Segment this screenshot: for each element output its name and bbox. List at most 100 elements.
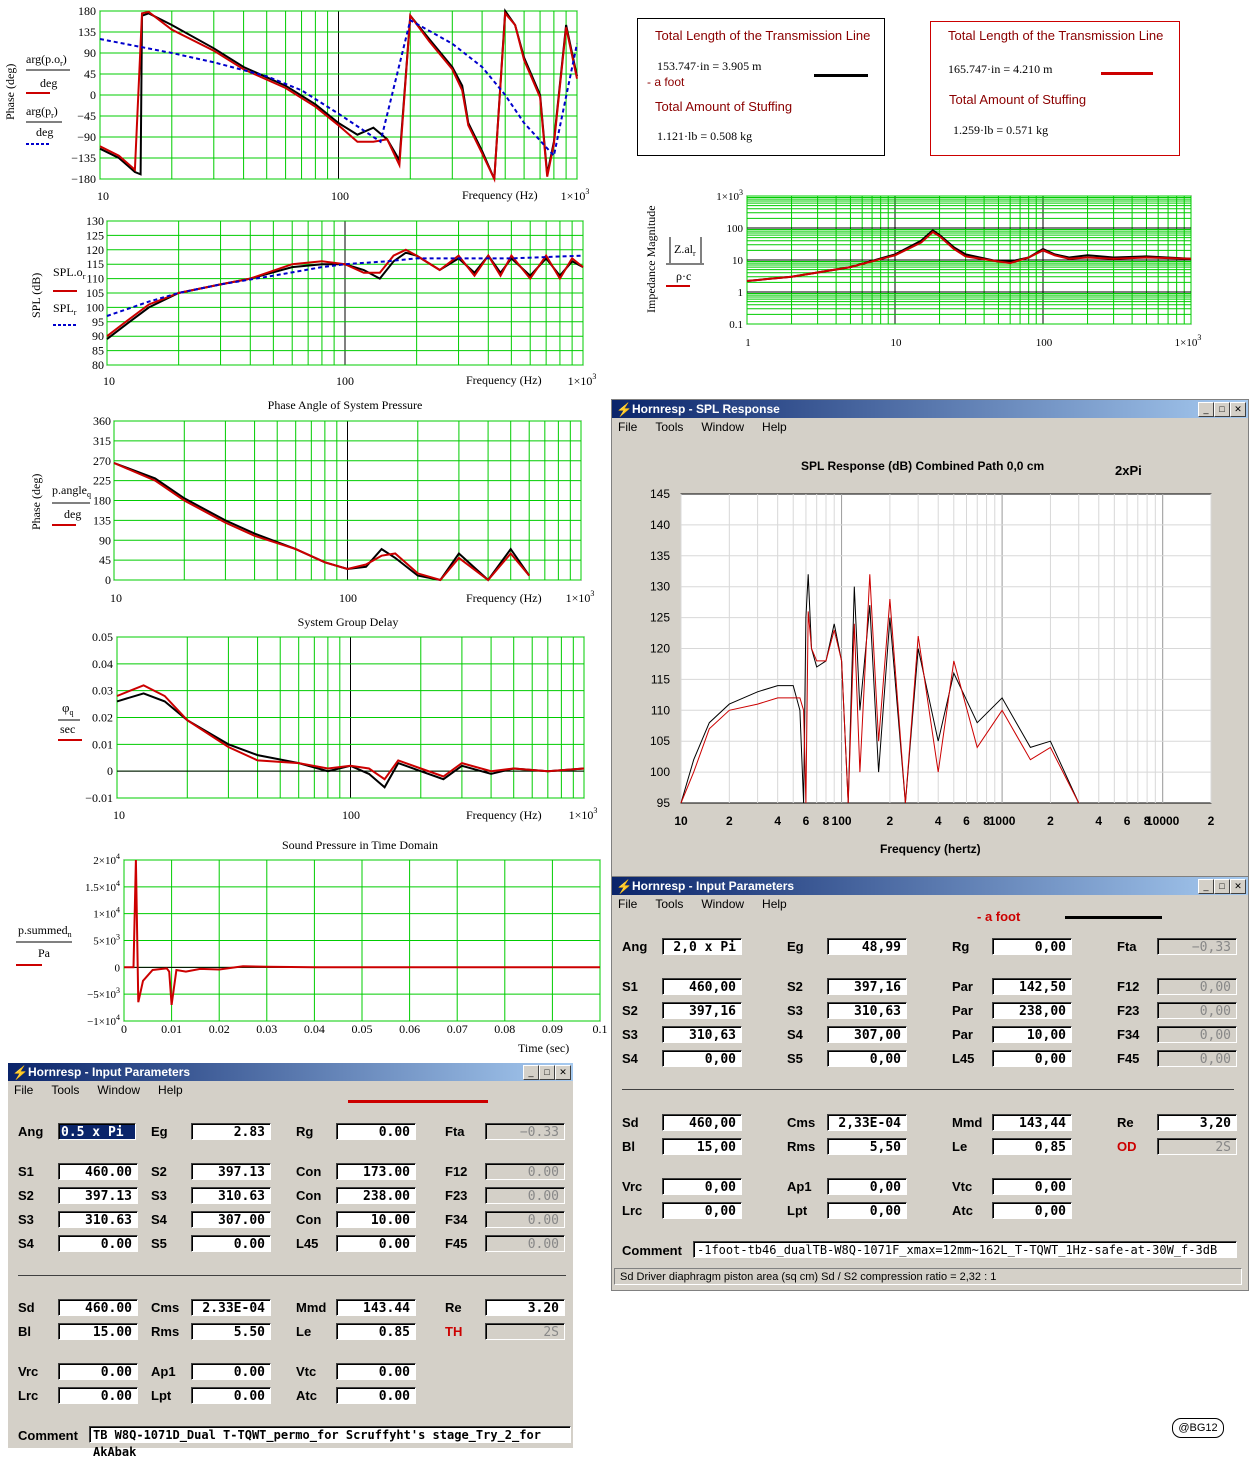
param-field-f23[interactable]: 0.00 xyxy=(485,1187,565,1204)
param-field-s1[interactable]: 460.00 xyxy=(58,1163,138,1180)
x-tick-label: 1 xyxy=(745,337,751,349)
minimize-button[interactable]: _ xyxy=(1198,879,1214,894)
param-field-lrc[interactable]: 0.00 xyxy=(58,1387,138,1404)
param-field-f12[interactable]: 0,00 xyxy=(1157,978,1237,995)
param-field-vtc[interactable]: 0,00 xyxy=(992,1178,1072,1195)
menu-file[interactable]: File xyxy=(618,420,638,434)
menu-tools[interactable]: Tools xyxy=(655,897,684,911)
param-field-ang[interactable]: 0.5 x Pi xyxy=(58,1123,136,1140)
param-field-s3[interactable]: 310,63 xyxy=(827,1002,907,1019)
close-button[interactable]: ✕ xyxy=(1230,402,1246,417)
param-field-od[interactable]: 2S xyxy=(1157,1138,1237,1155)
param-field-mmd[interactable]: 143,44 xyxy=(992,1114,1072,1131)
param-field-s4[interactable]: 0.00 xyxy=(58,1235,138,1252)
param-field-rms[interactable]: 5.50 xyxy=(191,1323,271,1340)
param-field-s2[interactable]: 397,16 xyxy=(827,978,907,995)
param-field-rg[interactable]: 0,00 xyxy=(992,938,1072,955)
param-field-rms[interactable]: 5,50 xyxy=(827,1138,907,1155)
menu-tools[interactable]: Tools xyxy=(51,1083,80,1097)
menu-tools[interactable]: Tools xyxy=(655,420,684,434)
menu-file[interactable]: File xyxy=(14,1083,34,1097)
close-button[interactable]: ✕ xyxy=(555,1065,571,1080)
param-field-s3[interactable]: 310.63 xyxy=(58,1211,138,1228)
param-field-con[interactable]: 238.00 xyxy=(336,1187,416,1204)
param-field-fta[interactable]: −0,33 xyxy=(1157,938,1237,955)
param-field-eg[interactable]: 48,99 xyxy=(827,938,907,955)
param-field-cms[interactable]: 2.33E-04 xyxy=(191,1299,271,1316)
x-tick-exp: 3 xyxy=(592,372,596,381)
menu-file[interactable]: File xyxy=(618,897,638,911)
param-field-bl[interactable]: 15.00 xyxy=(58,1323,138,1340)
menu-help[interactable]: Help xyxy=(158,1083,183,1097)
y-tick-label: 90 xyxy=(84,46,96,60)
menu-window[interactable]: Window xyxy=(701,420,745,434)
param-field-fta[interactable]: −0.33 xyxy=(485,1123,565,1140)
param-field-eg[interactable]: 2.83 xyxy=(191,1123,271,1140)
close-button[interactable]: ✕ xyxy=(1230,879,1246,894)
menu-window[interactable]: Window xyxy=(97,1083,141,1097)
param-field-le[interactable]: 0.85 xyxy=(336,1323,416,1340)
param-field-vtc[interactable]: 0.00 xyxy=(336,1363,416,1380)
param-field-par[interactable]: 142,50 xyxy=(992,978,1072,995)
param-field-ap1[interactable]: 0,00 xyxy=(827,1178,907,1195)
x-tick-label: 0.09 xyxy=(542,1022,563,1036)
param-field-lpt[interactable]: 0,00 xyxy=(827,1202,907,1219)
param-field-l45[interactable]: 0,00 xyxy=(992,1050,1072,1067)
param-field-sd[interactable]: 460.00 xyxy=(58,1299,138,1316)
menu-help[interactable]: Help xyxy=(762,897,787,911)
x-tick-label: 0.08 xyxy=(494,1022,515,1036)
param-field-s4[interactable]: 307,00 xyxy=(827,1026,907,1043)
param-field-f45[interactable]: 0.00 xyxy=(485,1235,565,1252)
comment-field[interactable]: TB W8Q-1071D_Dual T-TQWT_permo_for Scruf… xyxy=(89,1426,571,1459)
param-field-f23[interactable]: 0,00 xyxy=(1157,1002,1237,1019)
param-field-f12[interactable]: 0.00 xyxy=(485,1163,565,1180)
param-field-lrc[interactable]: 0,00 xyxy=(662,1202,742,1219)
param-field-par[interactable]: 10,00 xyxy=(992,1026,1072,1043)
param-field-con[interactable]: 10.00 xyxy=(336,1211,416,1228)
param-field-l45[interactable]: 0.00 xyxy=(336,1235,416,1252)
param-field-ap1[interactable]: 0.00 xyxy=(191,1363,271,1380)
param-field-mmd[interactable]: 143.44 xyxy=(336,1299,416,1316)
param-field-con[interactable]: 173.00 xyxy=(336,1163,416,1180)
param-label-con: Con xyxy=(296,1188,322,1203)
param-field-lpt[interactable]: 0.00 xyxy=(191,1387,271,1404)
param-field-ang[interactable]: 2,0 x Pi xyxy=(662,938,742,955)
param-label-bl: Bl xyxy=(622,1139,635,1154)
param-field-atc[interactable]: 0.00 xyxy=(336,1387,416,1404)
param-field-f34[interactable]: 0,00 xyxy=(1157,1026,1237,1043)
param-field-vrc[interactable]: 0,00 xyxy=(662,1178,742,1195)
minimize-button[interactable]: _ xyxy=(1198,402,1214,417)
param-field-s5[interactable]: 0,00 xyxy=(827,1050,907,1067)
maximize-button[interactable]: □ xyxy=(539,1065,555,1080)
param-field-s3[interactable]: 310.63 xyxy=(191,1187,271,1204)
param-field-s2[interactable]: 397.13 xyxy=(191,1163,271,1180)
param-field-s2[interactable]: 397,16 xyxy=(662,1002,742,1019)
param-field-s5[interactable]: 0.00 xyxy=(191,1235,271,1252)
param-field-sd[interactable]: 460,00 xyxy=(662,1114,742,1131)
param-field-s2[interactable]: 397.13 xyxy=(58,1187,138,1204)
param-field-le[interactable]: 0,85 xyxy=(992,1138,1072,1155)
param-field-s1[interactable]: 460,00 xyxy=(662,978,742,995)
param-field-re[interactable]: 3.20 xyxy=(485,1299,565,1316)
param-field-cms[interactable]: 2,33E-04 xyxy=(827,1114,907,1131)
param-label-s2: S2 xyxy=(622,1003,638,1018)
info1-note: - a foot xyxy=(647,75,685,89)
param-field-par[interactable]: 238,00 xyxy=(992,1002,1072,1019)
param-field-s3[interactable]: 310,63 xyxy=(662,1026,742,1043)
param-field-atc[interactable]: 0,00 xyxy=(992,1202,1072,1219)
param-field-bl[interactable]: 15,00 xyxy=(662,1138,742,1155)
param-field-f45[interactable]: 0,00 xyxy=(1157,1050,1237,1067)
comment-field[interactable]: -1foot-tb46_dualTB-W8Q-1071F_xmax=12mm~1… xyxy=(693,1241,1237,1258)
menu-window[interactable]: Window xyxy=(701,897,745,911)
minimize-button[interactable]: _ xyxy=(523,1065,539,1080)
param-field-s4[interactable]: 307.00 xyxy=(191,1211,271,1228)
maximize-button[interactable]: □ xyxy=(1214,879,1230,894)
param-field-vrc[interactable]: 0.00 xyxy=(58,1363,138,1380)
menu-help[interactable]: Help xyxy=(762,420,787,434)
param-field-rg[interactable]: 0.00 xyxy=(336,1123,416,1140)
maximize-button[interactable]: □ xyxy=(1214,402,1230,417)
param-field-s4[interactable]: 0,00 xyxy=(662,1050,742,1067)
param-field-th[interactable]: 2S xyxy=(485,1323,565,1340)
param-field-f34[interactable]: 0.00 xyxy=(485,1211,565,1228)
param-field-re[interactable]: 3,20 xyxy=(1157,1114,1237,1131)
